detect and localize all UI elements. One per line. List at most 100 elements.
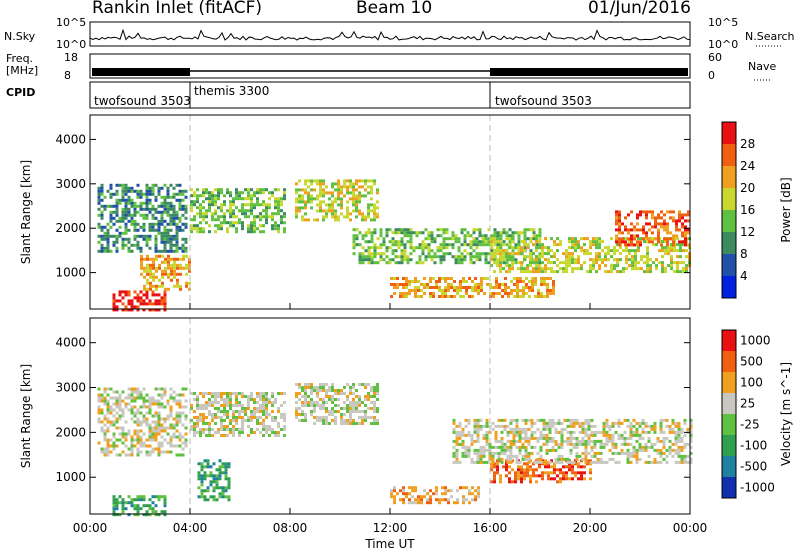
- heatmap-cell: [158, 278, 161, 282]
- heatmap-cell: [322, 191, 325, 195]
- heatmap-cell: [277, 203, 280, 207]
- heatmap-cell: [458, 442, 462, 446]
- heatmap-cell: [632, 445, 636, 449]
- heatmap-cell: [438, 501, 441, 505]
- heatmap-cell: [569, 433, 573, 437]
- heatmap-cell: [157, 432, 161, 436]
- heatmap-cell: [310, 188, 313, 192]
- heatmap-cell: [220, 215, 223, 219]
- heatmap-cell: [133, 228, 137, 232]
- heatmap-cell: [343, 419, 346, 422]
- heatmap-cell: [631, 261, 634, 265]
- heatmap-cell: [652, 237, 655, 241]
- heatmap-cell: [223, 428, 226, 431]
- heatmap-cell: [130, 447, 134, 451]
- heatmap-cell: [160, 186, 164, 190]
- heatmap-cell: [262, 200, 265, 204]
- heatmap-cell: [530, 436, 534, 440]
- velocity-heatmap: [97, 318, 693, 517]
- heatmap-cell: [638, 436, 642, 440]
- heatmap-cell: [367, 398, 370, 401]
- heatmap-cell: [517, 465, 520, 469]
- heatmap-cell: [681, 234, 684, 238]
- heatmap-cell: [274, 434, 277, 437]
- heatmap-cell: [499, 267, 502, 271]
- heatmap-cell: [295, 407, 298, 410]
- heatmap-cell: [142, 432, 146, 436]
- heatmap-cell: [232, 410, 235, 413]
- heatmap-cell: [665, 424, 669, 428]
- heatmap-cell: [584, 445, 588, 449]
- heatmap-cell: [229, 209, 232, 213]
- heatmap-cell: [139, 420, 143, 424]
- heatmap-cell: [166, 189, 170, 193]
- heatmap-cell: [635, 427, 639, 431]
- heatmap-cell: [256, 419, 259, 422]
- heatmap-cell: [109, 213, 113, 217]
- heatmap-cell: [556, 480, 559, 484]
- heatmap-cell: [112, 498, 116, 502]
- heatmap-cell: [483, 292, 486, 295]
- heatmap-cell: [340, 200, 343, 204]
- heatmap-cell: [411, 280, 414, 283]
- heatmap-cell: [517, 237, 521, 241]
- heatmap-cell: [202, 188, 205, 192]
- heatmap-cell: [504, 286, 507, 289]
- heatmap-cell: [235, 398, 238, 401]
- heatmap-cell: [684, 225, 687, 229]
- heatmap-cell: [167, 263, 170, 267]
- heatmap-cell: [250, 209, 253, 213]
- heatmap-cell: [589, 240, 592, 244]
- heatmap-cell: [244, 188, 247, 192]
- colorbar-tick-label: 16: [740, 203, 755, 217]
- heatmap-cell: [346, 398, 349, 401]
- heatmap-cell: [349, 389, 352, 392]
- heatmap-cell: [493, 480, 496, 484]
- heatmap-cell: [523, 474, 526, 478]
- colorbar-tick-label: 1000: [740, 334, 771, 348]
- heatmap-cell: [546, 277, 549, 280]
- heatmap-cell: [367, 252, 371, 256]
- heatmap-cell: [295, 209, 298, 213]
- heatmap-cell: [173, 284, 176, 288]
- heatmap-cell: [274, 197, 277, 201]
- heatmap-cell: [553, 270, 556, 274]
- heatmap-cell: [548, 424, 552, 428]
- heatmap-cell: [393, 286, 396, 289]
- heatmap-cell: [121, 390, 125, 394]
- heatmap-cell: [265, 218, 268, 222]
- heatmap-cell: [403, 243, 407, 247]
- heatmap-cell: [220, 221, 223, 225]
- heatmap-cell: [355, 228, 359, 232]
- heatmap-cell: [277, 410, 280, 413]
- heatmap-cell: [154, 302, 158, 306]
- heatmap-cell: [538, 237, 542, 241]
- heatmap-cell: [301, 194, 304, 198]
- heatmap-cell: [145, 195, 149, 199]
- heatmap-cell: [100, 429, 104, 433]
- heatmap-cell: [444, 286, 447, 289]
- heatmap-cell: [432, 292, 435, 295]
- heatmap-cell: [491, 427, 495, 431]
- heatmap-cell: [130, 387, 134, 391]
- heatmap-cell: [115, 498, 119, 502]
- heatmap-cell: [145, 513, 149, 517]
- heatmap-cell: [184, 249, 188, 253]
- heatmap-cell: [435, 283, 438, 286]
- heatmap-cell: [127, 393, 131, 397]
- heatmap-cell: [614, 451, 618, 455]
- heatmap-cell: [424, 237, 428, 241]
- heatmap-cell: [226, 404, 229, 407]
- heatmap-cell: [592, 264, 595, 268]
- heatmap-cell: [538, 240, 541, 244]
- heatmap-cell: [438, 289, 441, 292]
- heatmap-cell: [175, 222, 179, 226]
- heatmap-cell: [157, 411, 161, 415]
- heatmap-cell: [538, 255, 541, 259]
- heatmap-cell: [124, 189, 128, 193]
- heatmap-cell: [685, 264, 688, 268]
- heatmap-cell: [175, 198, 179, 202]
- heatmap-cell: [346, 383, 349, 386]
- y-axis-label: Slant Range [km]: [19, 160, 33, 264]
- heatmap-cell: [259, 416, 262, 419]
